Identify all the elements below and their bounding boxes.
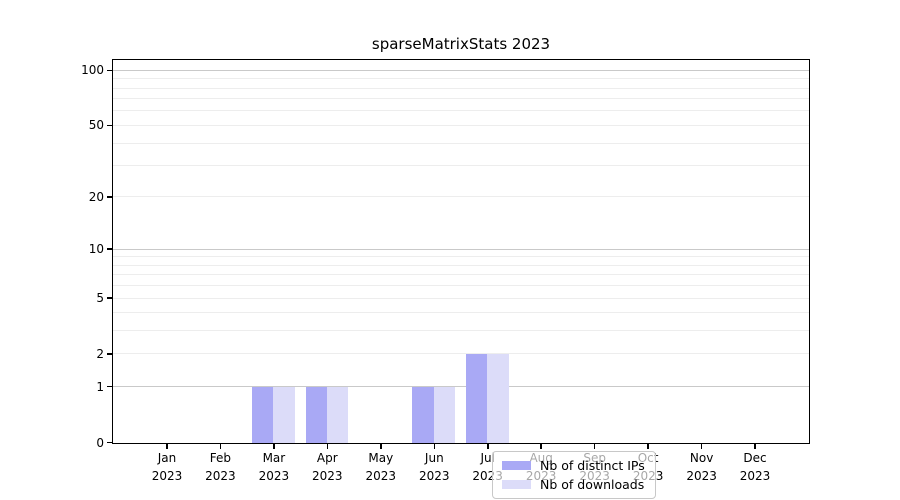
legend: Nb of distinct IPs Nb of downloads	[492, 451, 656, 499]
y-tick-label: 20	[88, 189, 104, 204]
y-tick-mark	[107, 441, 112, 444]
gridline	[113, 264, 809, 266]
gridline	[113, 312, 809, 314]
legend-label-distinct-ips: Nb of distinct IPs	[540, 458, 645, 473]
gridline	[113, 142, 809, 144]
gridline	[113, 98, 809, 100]
gridline	[113, 256, 809, 258]
gridline	[113, 248, 809, 250]
y-tick-mark	[107, 69, 112, 71]
x-tick-label: Feb 2023	[205, 451, 236, 483]
bar	[465, 354, 488, 443]
plot-area: Nb of distinct IPs Nb of downloads	[112, 59, 810, 499]
legend-swatch-downloads	[502, 480, 531, 489]
bar	[305, 387, 327, 443]
y-tick-mark	[107, 385, 112, 388]
x-tick-mark	[593, 444, 596, 449]
x-tick-mark	[647, 444, 649, 449]
x-tick-mark	[700, 444, 703, 449]
legend-item-downloads: Nb of downloads	[502, 476, 645, 493]
y-tick-mark	[107, 196, 112, 198]
chart-title: sparseMatrixStats 2023	[371, 35, 551, 53]
x-tick-mark	[487, 444, 489, 449]
y-tick-mark	[107, 353, 112, 355]
gridline	[113, 274, 809, 276]
bar	[273, 387, 295, 443]
x-tick-label: Apr 2023	[312, 451, 343, 483]
x-tick-mark	[433, 444, 435, 449]
x-tick-label: Nov 2023	[686, 451, 717, 483]
gridline	[113, 297, 809, 299]
y-tick-mark	[107, 248, 112, 250]
gridline	[113, 78, 809, 80]
legend-swatch-distinct-ips	[502, 461, 531, 470]
y-tick-label: 1	[96, 379, 104, 394]
x-tick-label: Mar 2023	[258, 451, 290, 483]
x-tick-label: May 2023	[365, 451, 397, 483]
gridline	[113, 386, 809, 388]
gridline	[113, 353, 809, 355]
bar	[433, 387, 456, 443]
y-tick-label: 100	[81, 63, 104, 78]
y-tick-label: 2	[96, 346, 104, 361]
gridline	[113, 87, 809, 89]
y-tick-mark	[107, 297, 112, 299]
x-tick-label: Dec 2023	[739, 451, 771, 483]
y-tick-label: 5	[96, 291, 104, 305]
y-tick-label: 0	[96, 435, 104, 450]
x-tick-mark	[540, 444, 542, 449]
y-tick-label: 10	[88, 242, 104, 257]
y-tick-mark	[107, 124, 112, 127]
x-tick-label: Jun 2023	[419, 451, 450, 483]
x-tick-label: Jan 2023	[151, 451, 183, 483]
gridline	[113, 165, 809, 166]
bar	[412, 387, 434, 443]
gridline	[113, 124, 809, 126]
bar	[326, 387, 349, 443]
x-tick-mark	[219, 444, 222, 449]
gridline	[113, 110, 809, 112]
gridline	[113, 196, 809, 198]
x-tick-mark	[380, 444, 382, 449]
gridline	[113, 330, 809, 332]
x-tick-mark	[326, 444, 329, 449]
x-tick-mark	[166, 444, 168, 449]
gridline	[113, 285, 809, 287]
bar	[487, 354, 509, 443]
legend-item-distinct-ips: Nb of distinct IPs	[502, 457, 645, 474]
y-tick-label: 50	[88, 118, 104, 133]
bar	[252, 387, 274, 443]
x-tick-mark	[754, 444, 756, 449]
legend-label-downloads: Nb of downloads	[540, 477, 645, 492]
gridline	[113, 69, 809, 71]
x-tick-mark	[273, 444, 275, 449]
